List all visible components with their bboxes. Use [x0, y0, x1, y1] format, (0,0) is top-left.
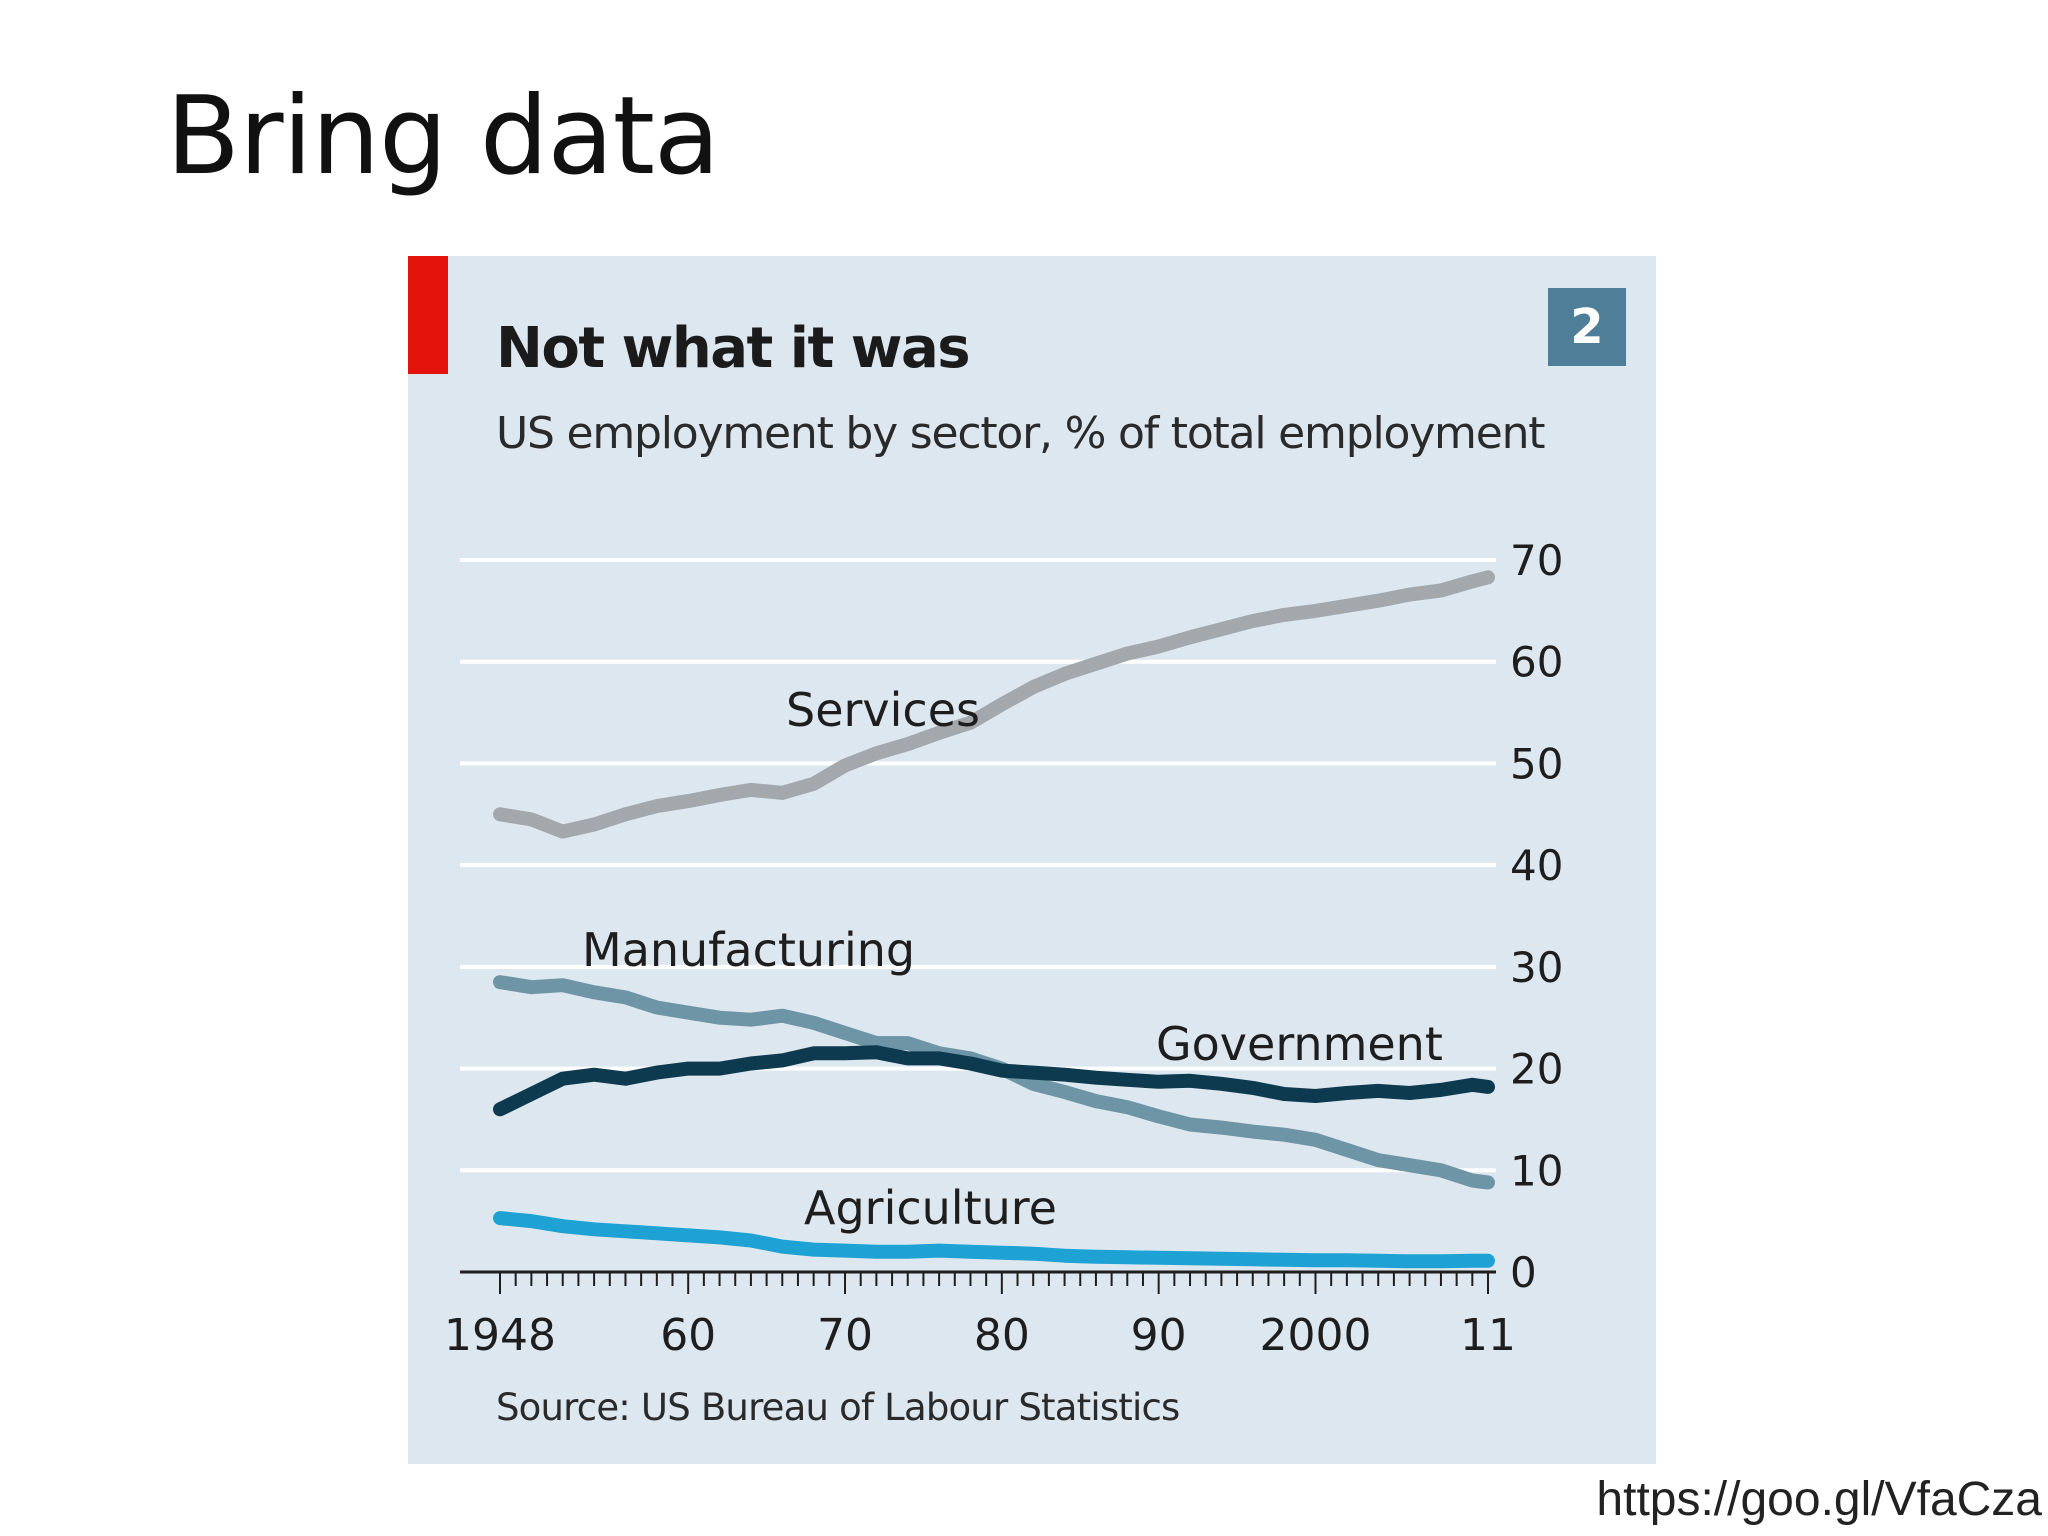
chart-source: Source: US Bureau of Labour Statistics	[496, 1386, 1180, 1429]
y-tick-label: 50	[1510, 739, 1563, 788]
y-tick-label: 70	[1510, 536, 1563, 585]
x-tick-label: 80	[974, 1310, 1030, 1361]
y-tick-label: 30	[1510, 943, 1563, 992]
series-line-manufacturing	[493, 975, 1495, 1190]
x-tick-label: 11	[1460, 1310, 1516, 1361]
chart-number-badge: 2	[1548, 288, 1626, 366]
x-tick-label: 70	[817, 1310, 873, 1361]
series-label-manufacturing: Manufacturing	[582, 923, 915, 977]
y-tick-label: 40	[1510, 841, 1563, 890]
series-line-agriculture	[493, 1211, 1495, 1269]
series-lines	[493, 570, 1495, 1269]
x-tick-label: 90	[1131, 1310, 1187, 1361]
line-chart: 0 10 20 30 40 50 60 70 1948 60 70 80 90 2000 11 Servi…	[444, 536, 1563, 1361]
chart-subtitle: US employment by sector, % of total empl…	[496, 408, 1546, 459]
y-tick-labels: 0 10 20 30 40 50 60 70	[1510, 536, 1563, 1297]
red-accent-tag	[408, 256, 448, 374]
series-line-services	[493, 570, 1495, 839]
series-label-agriculture: Agriculture	[804, 1181, 1057, 1235]
x-axis	[460, 1270, 1496, 1294]
series-line-government	[493, 1045, 1495, 1117]
chart-title: Not what it was	[496, 316, 971, 381]
chart-card: Not what it was US employment by sector,…	[408, 256, 1656, 1464]
series-label-government: Government	[1156, 1017, 1443, 1071]
x-tick-label: 60	[660, 1310, 716, 1361]
x-tick-label: 1948	[444, 1310, 556, 1361]
x-tick-label: 2000	[1259, 1310, 1371, 1361]
x-tick-labels: 1948 60 70 80 90 2000 11	[444, 1310, 1516, 1361]
y-tick-label: 0	[1510, 1248, 1537, 1297]
y-tick-label: 20	[1510, 1045, 1563, 1094]
series-label-services: Services	[786, 683, 980, 737]
series-labels: Services Manufacturing Government Agricultu…	[582, 683, 1443, 1235]
y-tick-label: 10	[1510, 1146, 1563, 1195]
source-url[interactable]: https://goo.gl/VfaCza	[1596, 1473, 2042, 1526]
slide-title: Bring data	[166, 74, 720, 199]
y-tick-label: 60	[1510, 638, 1563, 687]
